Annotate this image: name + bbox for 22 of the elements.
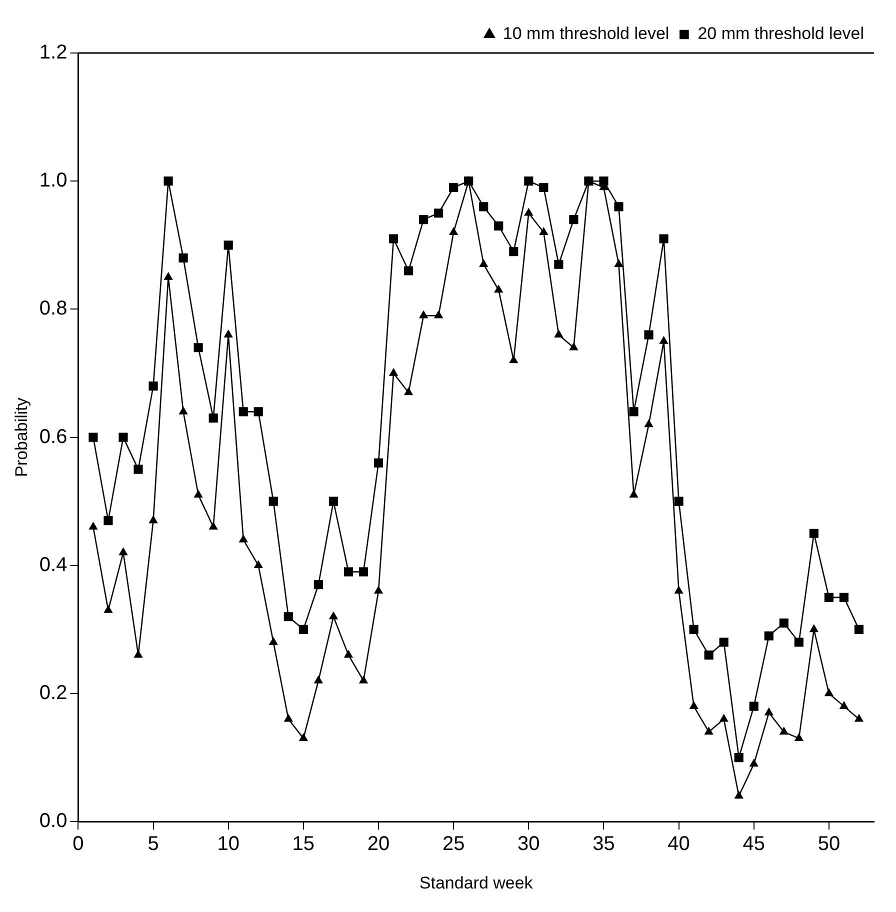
- y-tick-label: 0.8: [39, 298, 68, 320]
- y-tick-label: 0.6: [39, 426, 68, 448]
- x-tick-label: 5: [148, 833, 159, 856]
- x-tick-label: 15: [292, 833, 315, 856]
- x-tick-label: 45: [742, 833, 766, 856]
- y-tick-label: 0.2: [39, 682, 68, 704]
- x-tick-label: 20: [367, 833, 390, 856]
- y-tick-label: 1.2: [39, 42, 68, 64]
- y-tick-label: 1.0: [39, 170, 68, 192]
- x-tick-label: 10: [217, 833, 240, 856]
- legend-label: 20 mm threshold level: [698, 24, 864, 44]
- x-tick-label: 25: [442, 833, 465, 856]
- x-tick-label: 40: [668, 833, 690, 856]
- x-tick-label: 30: [518, 833, 540, 856]
- y-tick-label: 0.0: [39, 810, 68, 832]
- x-axis-title: Standard week: [419, 873, 534, 892]
- x-tick-label: 50: [818, 833, 840, 856]
- legend-label: 10 mm threshold level: [502, 24, 670, 44]
- y-axis-title: Probability: [12, 397, 31, 477]
- x-tick-label: 0: [72, 833, 84, 856]
- y-tick-label: 0.4: [39, 554, 68, 576]
- x-tick-label: 35: [592, 833, 615, 856]
